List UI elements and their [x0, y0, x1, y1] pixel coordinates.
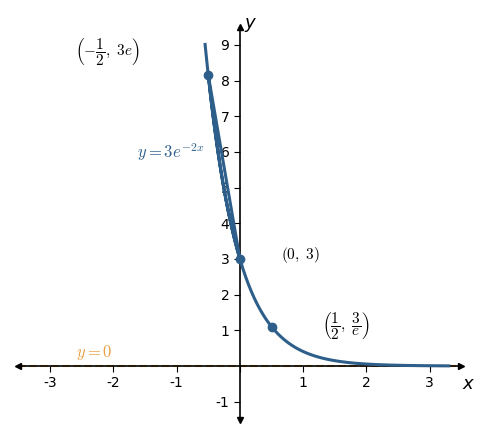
Text: $\left(\dfrac{1}{2},\ \dfrac{3}{e}\right)$: $\left(\dfrac{1}{2},\ \dfrac{3}{e}\right… — [322, 311, 370, 342]
Text: $y = 0$: $y = 0$ — [76, 343, 112, 362]
Text: $\left(-\dfrac{1}{2},\ 3e\right)$: $\left(-\dfrac{1}{2},\ 3e\right)$ — [75, 37, 139, 68]
Text: x: x — [462, 375, 473, 393]
Text: y: y — [244, 14, 255, 32]
Text: $y = 3e^{-2x}$: $y = 3e^{-2x}$ — [137, 141, 204, 163]
Text: $(0,\ 3)$: $(0,\ 3)$ — [281, 245, 320, 265]
